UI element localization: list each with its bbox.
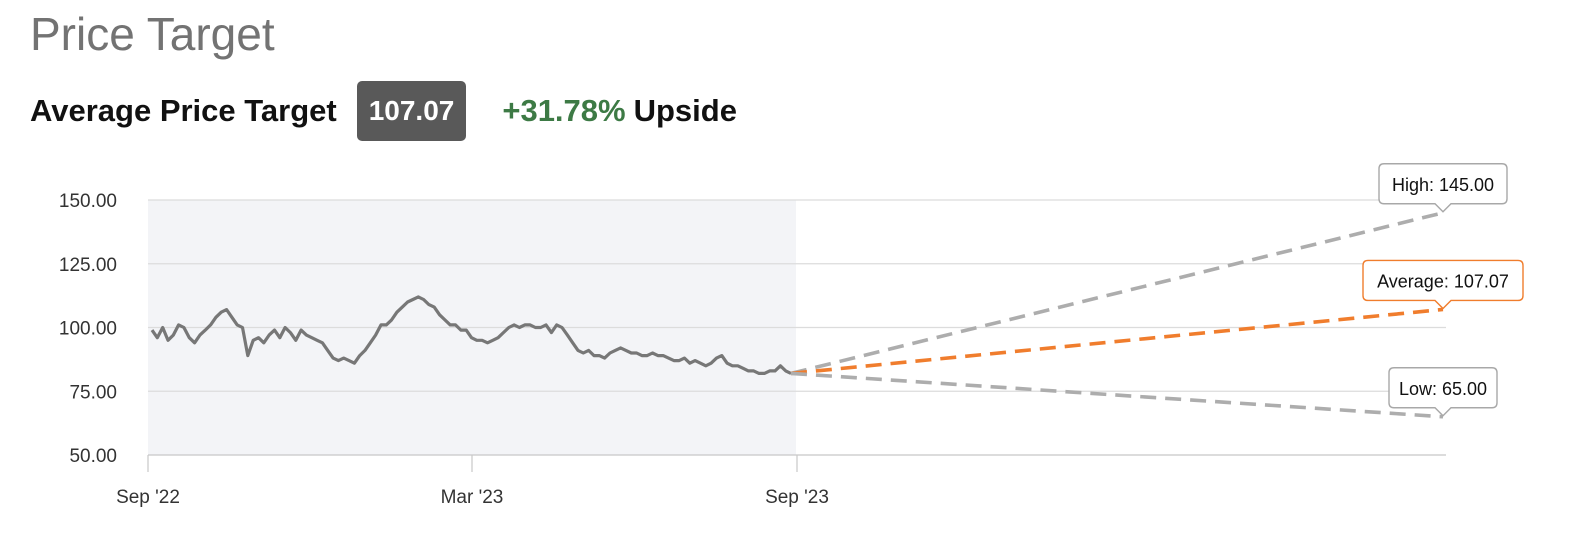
target-line-average	[790, 307, 1444, 376]
y-tick-label: 50.00	[69, 446, 117, 467]
average-price-target-label: Average Price Target	[30, 93, 337, 128]
average-price-target-badge: 107.07	[356, 81, 467, 141]
callout-low: Low: 65.00	[1388, 367, 1498, 417]
callout-box	[1362, 259, 1524, 310]
price-target-summary: Average Price Target 107.07 +31.78% Upsid…	[30, 81, 737, 141]
page-title: Price Target	[30, 8, 275, 60]
y-tick-label: 125.00	[59, 255, 117, 276]
x-tick-label: Mar '23	[441, 487, 504, 508]
x-tick-label: Sep '22	[116, 487, 180, 508]
callout-box	[1378, 163, 1508, 213]
target-line-high	[790, 211, 1444, 376]
x-tick-label: Sep '23	[765, 487, 829, 508]
upside-indicator: +31.78% Upside	[502, 93, 737, 129]
callout-high: High: 145.00	[1378, 163, 1508, 213]
target-line-low	[790, 371, 1444, 419]
chart-series	[150, 211, 1444, 419]
y-tick-label: 100.00	[59, 319, 117, 340]
y-tick-label: 75.00	[69, 382, 117, 403]
upside-label: Upside	[633, 93, 737, 128]
callout-average: Average: 107.07	[1362, 259, 1524, 310]
target-callouts: High: 145.00 Average: 107.07 Low: 65.00	[1362, 163, 1524, 417]
upside-percent: +31.78%	[502, 93, 626, 128]
callout-label: High: 145.00	[1392, 175, 1494, 195]
callout-label: Average: 107.07	[1377, 271, 1509, 291]
x-axis-ticks: Sep '22 Mar '23 Sep '23	[116, 455, 829, 508]
callout-box	[1388, 367, 1498, 417]
y-tick-label: 150.00	[59, 191, 117, 212]
callout-label: Low: 65.00	[1399, 379, 1487, 399]
price-history-line	[150, 295, 792, 375]
y-axis-ticks: 150.00 125.00 100.00 75.00 50.00	[59, 191, 117, 467]
